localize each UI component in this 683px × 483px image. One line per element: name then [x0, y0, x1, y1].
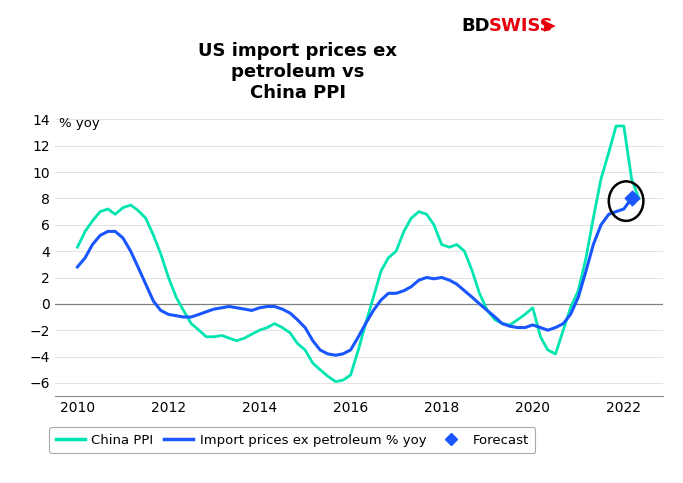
Legend: China PPI, Import prices ex petroleum % yoy, Forecast: China PPI, Import prices ex petroleum % … [49, 427, 535, 453]
Point [626, 195, 637, 202]
Title: US import prices ex
petroleum vs
China PPI: US import prices ex petroleum vs China P… [198, 43, 398, 102]
Text: ▶: ▶ [544, 18, 556, 33]
Text: % yoy: % yoy [59, 117, 100, 130]
Text: SWISS: SWISS [488, 17, 553, 35]
Text: BD: BD [461, 17, 490, 35]
